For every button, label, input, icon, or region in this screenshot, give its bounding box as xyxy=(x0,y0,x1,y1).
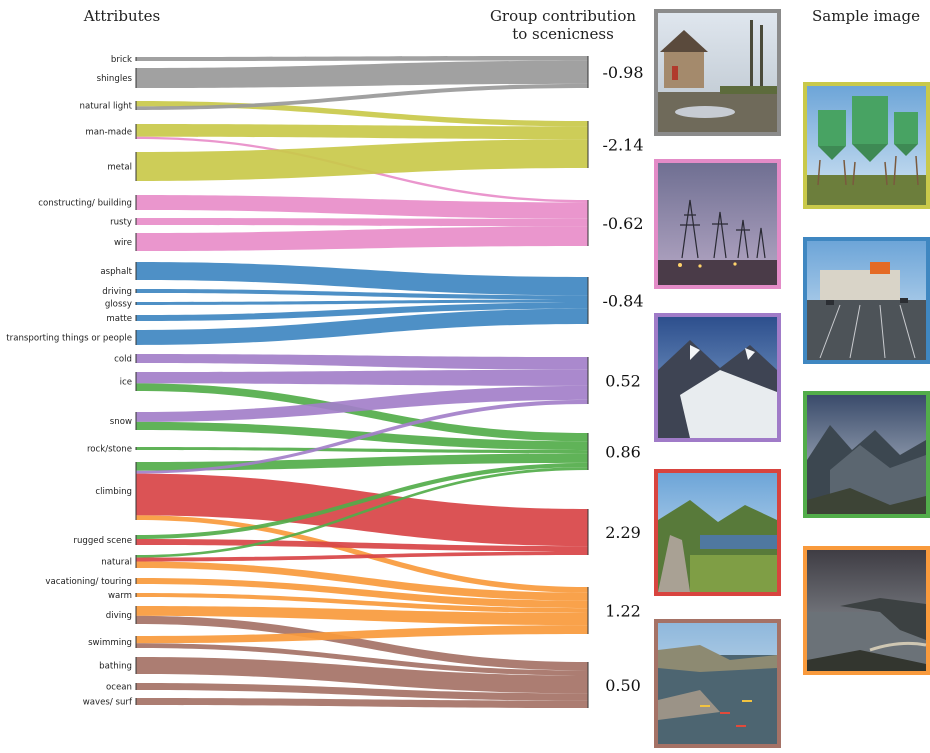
flow-natural-light-to-gray xyxy=(136,83,588,110)
highland-mountains-photo xyxy=(803,391,930,518)
flow-asphalt-to-blue xyxy=(136,262,588,296)
flow-rugged-scene-to-red xyxy=(136,539,588,552)
attribute-label: transporting things or people xyxy=(6,334,132,344)
flow-climbing-to-green xyxy=(136,453,588,471)
flow-vacationing-touring-to-orange xyxy=(136,578,588,609)
flow-climbing-to-red xyxy=(136,473,588,547)
group-contribution-orange: 1.22 xyxy=(605,602,641,621)
group-contribution-header-line2: to scenicness xyxy=(512,25,614,43)
attribute-label: waves/ surf xyxy=(83,698,133,708)
attribute-label: bathing xyxy=(99,662,132,672)
flow-shingles-to-gray xyxy=(136,60,588,88)
attribute-label: man-made xyxy=(85,128,132,138)
group-contribution-gray: -0.98 xyxy=(602,63,643,82)
attribute-label: warm xyxy=(108,591,132,601)
axis-lines xyxy=(135,56,589,708)
flow-rock-stone-to-green xyxy=(136,447,588,454)
countryside-road-photo xyxy=(654,9,781,136)
group-contributions: -0.98 -2.14 -0.62 -0.84 0.52 0.86 2.29 1.22 0.50 xyxy=(602,63,643,695)
attribute-label: constructing/ building xyxy=(38,199,132,209)
attribute-label: ocean xyxy=(106,683,132,693)
flow-cold-to-purple xyxy=(136,354,588,370)
attribute-label: rock/stone xyxy=(87,445,132,455)
sample-image-header: Sample image xyxy=(812,7,920,25)
flow-brick-to-gray xyxy=(136,56,588,61)
flow-natural-to-orange xyxy=(136,561,588,601)
group-contribution-olive: -2.14 xyxy=(602,136,643,155)
attribute-label: natural light xyxy=(80,102,133,112)
attribute-label: natural xyxy=(101,558,132,568)
parking-lot-photo xyxy=(803,237,930,364)
green-silos-photo xyxy=(803,82,930,209)
flow-swimming-to-brown xyxy=(136,643,588,676)
flow-rugged-scene-to-green xyxy=(136,462,588,539)
flow-swimming-to-orange xyxy=(136,625,588,644)
flow-driving-to-blue xyxy=(136,289,588,300)
coastal-bay-photo xyxy=(803,546,930,675)
flow-snow-to-purple xyxy=(136,385,588,422)
flow-diving-to-orange xyxy=(136,606,588,626)
attribute-labels: brick shingles natural light man-made metal c… xyxy=(6,55,133,708)
sample-image-column xyxy=(803,82,930,675)
flow-ribbons xyxy=(136,56,588,708)
group-contribution-header-line1: Group contribution xyxy=(490,7,636,25)
flow-metal-to-olive xyxy=(136,139,588,181)
group-image-column xyxy=(654,9,781,748)
flow-ice-to-green xyxy=(136,383,588,442)
group-contribution-pink: -0.62 xyxy=(602,214,643,233)
attribute-label: vacationing/ touring xyxy=(45,577,132,587)
attribute-label: metal xyxy=(107,163,132,173)
attribute-label: swimming xyxy=(88,638,132,648)
flow-climbing-to-purple xyxy=(136,399,588,474)
attribute-label: rusty xyxy=(110,218,132,228)
flow-climbing-to-orange xyxy=(136,515,588,593)
flow-natural-to-green xyxy=(136,467,588,558)
group-contribution-green: 0.86 xyxy=(605,443,641,462)
attribute-label: shingles xyxy=(97,74,133,84)
flow-natural-light-to-olive xyxy=(136,101,588,127)
group-contribution-red: 2.29 xyxy=(605,523,641,542)
flow-man-made-to-olive xyxy=(136,124,588,140)
flow-ocean-to-brown xyxy=(136,683,588,701)
flow-waves-surf-to-brown xyxy=(136,698,588,708)
attribute-label: asphalt xyxy=(100,267,132,277)
attribute-label: matte xyxy=(106,314,132,324)
attribute-label: snow xyxy=(110,417,132,427)
flow-ice-to-purple xyxy=(136,369,588,386)
flow-transporting-things-or-people-to-blue xyxy=(136,308,588,345)
attribute-label: glossy xyxy=(105,300,132,310)
power-pylons-photo xyxy=(654,159,781,289)
group-contribution-brown: 0.50 xyxy=(605,676,641,695)
attribute-label: wire xyxy=(114,238,132,248)
flow-diving-to-brown xyxy=(136,615,588,671)
attribute-label: ice xyxy=(120,378,132,388)
flow-glossy-to-blue xyxy=(136,299,588,305)
attribute-label: diving xyxy=(106,611,132,621)
flow-constructing-building-to-pink xyxy=(136,195,588,219)
flow-bathing-to-brown xyxy=(136,657,588,694)
attribute-label: climbing xyxy=(95,487,132,497)
flow-rusty-to-pink xyxy=(136,218,588,227)
attribute-label: cold xyxy=(114,355,132,365)
attributes-header: Attributes xyxy=(83,7,160,25)
attribute-label: brick xyxy=(111,55,132,65)
valley-path-photo xyxy=(654,469,781,596)
attribute-label: driving xyxy=(102,287,132,297)
group-contribution-purple: 0.52 xyxy=(605,372,641,391)
flow-matte-to-blue xyxy=(136,302,588,321)
group-contribution-blue: -0.84 xyxy=(602,292,643,311)
snowy-mountain-photo xyxy=(654,313,781,442)
attribute-label: rugged scene xyxy=(73,536,132,546)
flow-warm-to-orange xyxy=(136,593,588,613)
flow-natural-to-red xyxy=(136,551,588,562)
sea-kayak-photo xyxy=(654,619,781,748)
flow-wire-to-pink xyxy=(136,226,588,251)
